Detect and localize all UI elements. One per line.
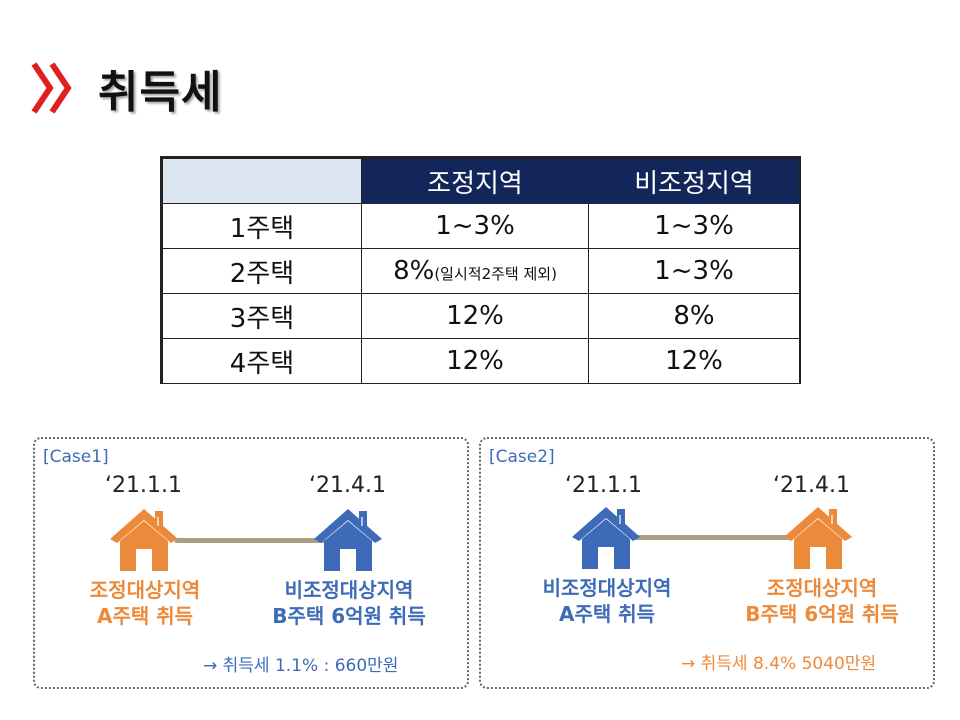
house-icon-blue [569,505,643,571]
timeline-connector [633,535,793,540]
date-a: ‘21.1.1 [565,473,642,498]
acquisition-tax-table: 조정지역 비조정지역 1주택 1~3% 1~3% 2주택 8%(일시적2주택 제… [160,156,801,384]
timeline-connector [175,538,325,543]
house-icon-orange [781,505,855,571]
house-a-label: 조정대상지역 A주택 취득 [89,578,201,628]
date-b: ‘21.4.1 [309,473,386,498]
house-icon-orange [107,507,181,573]
house-icon-blue [311,507,385,573]
page-title: 취득세 [98,67,223,118]
adjusted-rate: 8%(일시적2주택 제외) [361,248,589,294]
date-b: ‘21.4.1 [773,473,850,498]
non-adjusted-rate: 1~3% [588,248,801,294]
adjusted-rate: 1~3% [361,203,589,249]
double-chevron-icon [31,62,72,114]
rate-note: (일시적2주택 제외) [434,265,557,283]
house-a-label: 비조정대상지역 A주택 취득 [542,576,672,626]
tax-result: → 취득세 1.1% : 660만원 [203,656,399,676]
non-adjusted-rate: 8% [588,293,801,339]
header-cell-adjusted: 조정지역 [361,157,589,204]
non-adjusted-rate: 12% [588,338,801,384]
table-row: 1주택 1~3% 1~3% [161,203,801,249]
case-title: [Case2] [489,447,555,467]
house-b-label: 비조정대상지역 B주택 6억원 취득 [272,578,426,628]
title-bar: 취득세 [30,58,222,118]
table-header-row: 조정지역 비조정지역 [161,157,801,204]
row-label: 3주택 [161,293,362,339]
table-row: 4주택 12% 12% [161,338,801,384]
header-cell-blank [161,157,362,204]
date-a: ‘21.1.1 [105,473,182,498]
adjusted-rate: 12% [361,293,589,339]
rate-value: 8% [393,256,435,286]
house-b-label: 조정대상지역 B주택 6억원 취득 [745,576,899,626]
row-label: 1주택 [161,203,362,249]
case1-panel: [Case1] ‘21.1.1 ‘21.4.1 조정대상지역 A주택 취득 비조정… [33,437,469,689]
row-label: 4주택 [161,338,362,384]
table-row: 2주택 8%(일시적2주택 제외) 1~3% [161,248,801,294]
table-row: 3주택 12% 8% [161,293,801,339]
case-title: [Case1] [43,447,109,467]
non-adjusted-rate: 1~3% [588,203,801,249]
row-label: 2주택 [161,248,362,294]
header-cell-non-adjusted: 비조정지역 [588,157,801,204]
tax-result: → 취득세 8.4% 5040만원 [681,654,877,674]
adjusted-rate: 12% [361,338,589,384]
case2-panel: [Case2] ‘21.1.1 ‘21.4.1 비조정대상지역 A주택 취득 조정… [479,437,935,689]
